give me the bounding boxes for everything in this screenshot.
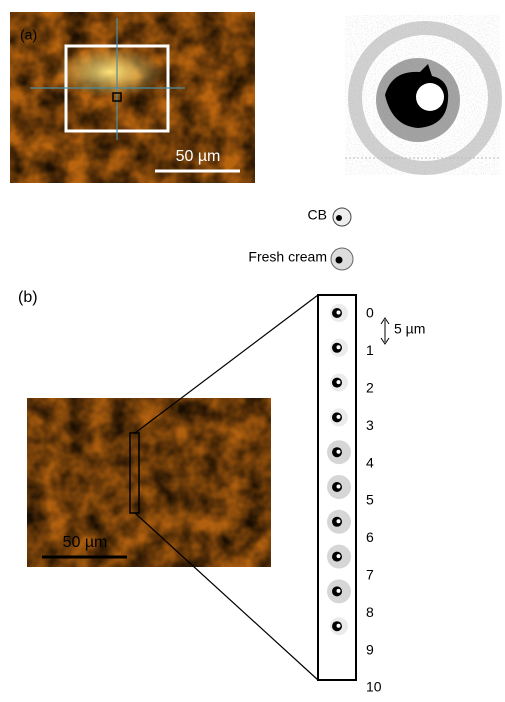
scan-label: 3 xyxy=(366,417,374,433)
step-indicator xyxy=(381,318,389,344)
scan-pattern xyxy=(337,624,341,628)
scan-pattern xyxy=(337,380,341,384)
scan-pattern xyxy=(337,589,341,593)
legend-label: Fresh cream xyxy=(248,249,327,265)
scan-pattern xyxy=(337,554,341,558)
step-label: 5 µm xyxy=(394,321,425,337)
scale-bar-label: 50 µm xyxy=(63,534,108,551)
scan-pattern xyxy=(337,519,341,523)
scan-label: 6 xyxy=(366,529,374,545)
scale-bar-label: 50 µm xyxy=(176,148,221,165)
scan-pattern xyxy=(337,311,341,315)
scan-label: 5 xyxy=(366,492,374,508)
panel-label: (a) xyxy=(20,27,37,43)
scan-label: 1 xyxy=(366,342,374,358)
scan-pattern xyxy=(337,415,341,419)
legend xyxy=(331,208,353,270)
scan-label: 10 xyxy=(366,679,382,695)
scan-pattern xyxy=(337,345,341,349)
scan-label: 7 xyxy=(366,567,374,583)
diffraction-pattern xyxy=(345,15,500,175)
panel-label: (b) xyxy=(18,289,38,306)
scan-label: 0 xyxy=(366,305,374,321)
scan-label: 4 xyxy=(366,454,374,470)
scan-label: 9 xyxy=(366,641,374,657)
scan-pattern xyxy=(337,450,341,454)
scan-pattern xyxy=(337,485,341,489)
micrograph-b xyxy=(27,295,356,680)
scan-label: 2 xyxy=(366,380,374,396)
scan-label: 8 xyxy=(366,604,374,620)
legend-label: CB xyxy=(308,207,327,223)
figure: (a) 50 µm CB Fresh cream (b) 50 µm 5 µm … xyxy=(0,0,505,697)
